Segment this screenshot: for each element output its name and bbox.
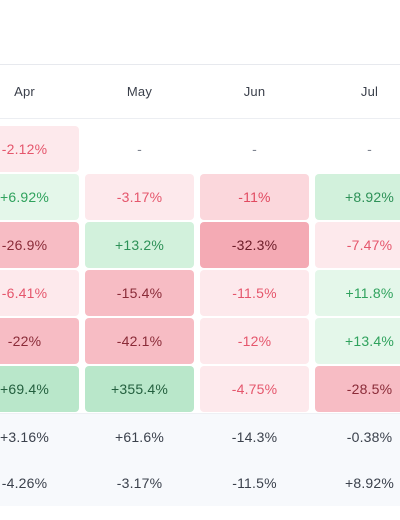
- monthly-returns-table: Apr May Jun Jul -2.12% - - - +6.92% -3.17% -11…: [0, 64, 400, 506]
- return-cell[interactable]: +69.4%: [0, 366, 79, 412]
- table-row: +6.92% -3.17% -11% +8.92%: [0, 173, 400, 221]
- summary-row-average: +3.16% +61.6% -14.3% -0.38%: [0, 414, 400, 460]
- return-cell[interactable]: -4.75%: [200, 366, 309, 412]
- return-cell[interactable]: -28.5%: [315, 366, 400, 412]
- column-header-apr[interactable]: Apr: [14, 83, 35, 99]
- summary-row-median: -4.26% -3.17% -11.5% +8.92%: [0, 460, 400, 506]
- return-cell[interactable]: -11.5%: [200, 270, 309, 316]
- summary-cell: -0.38%: [346, 429, 393, 445]
- table-row: -22% -42.1% -12% +13.4%: [0, 317, 400, 365]
- column-header-jun[interactable]: Jun: [243, 83, 266, 99]
- summary-cell: +3.16%: [0, 429, 50, 445]
- return-cell[interactable]: -12%: [200, 318, 309, 364]
- return-cell[interactable]: -42.1%: [85, 318, 194, 364]
- return-cell[interactable]: -15.4%: [85, 270, 194, 316]
- summary-cell: +61.6%: [114, 429, 165, 445]
- return-cell[interactable]: -: [137, 141, 142, 157]
- return-cell[interactable]: +13.2%: [85, 222, 194, 268]
- table-row: -26.9% +13.2% -32.3% -7.47%: [0, 221, 400, 269]
- column-header-jul[interactable]: Jul: [360, 83, 379, 99]
- return-cell[interactable]: +6.92%: [0, 174, 79, 220]
- summary-cell: -4.26%: [1, 475, 48, 491]
- return-cell[interactable]: -11%: [200, 174, 309, 220]
- return-cell[interactable]: -: [252, 141, 257, 157]
- return-cell[interactable]: +13.4%: [315, 318, 400, 364]
- return-cell[interactable]: -7.47%: [315, 222, 400, 268]
- return-cell[interactable]: -6.41%: [0, 270, 79, 316]
- column-header-may[interactable]: May: [126, 83, 153, 99]
- return-cell[interactable]: -2.12%: [0, 126, 79, 172]
- return-cell[interactable]: -26.9%: [0, 222, 79, 268]
- table-row: +69.4% +355.4% -4.75% -28.5%: [0, 365, 400, 413]
- return-cell[interactable]: -32.3%: [200, 222, 309, 268]
- return-cell[interactable]: +8.92%: [315, 174, 400, 220]
- return-cell[interactable]: -: [367, 141, 372, 157]
- table-body: -2.12% - - - +6.92% -3.17% -11% +8.92% -26.9% +13…: [0, 125, 400, 413]
- table-summary: +3.16% +61.6% -14.3% -0.38% -4.26% -3.17…: [0, 413, 400, 506]
- return-cell[interactable]: +11.8%: [315, 270, 400, 316]
- summary-cell: +8.92%: [344, 475, 395, 491]
- return-cell[interactable]: -22%: [0, 318, 79, 364]
- top-toolbar-area: [0, 0, 400, 65]
- summary-cell: -3.17%: [116, 475, 163, 491]
- table-row: -6.41% -15.4% -11.5% +11.8%: [0, 269, 400, 317]
- summary-cell: -14.3%: [231, 429, 278, 445]
- return-cell[interactable]: -3.17%: [85, 174, 194, 220]
- table-row: -2.12% - - -: [0, 125, 400, 173]
- summary-cell: -11.5%: [232, 475, 277, 491]
- table-header-row: Apr May Jun Jul: [0, 64, 400, 119]
- return-cell[interactable]: +355.4%: [85, 366, 194, 412]
